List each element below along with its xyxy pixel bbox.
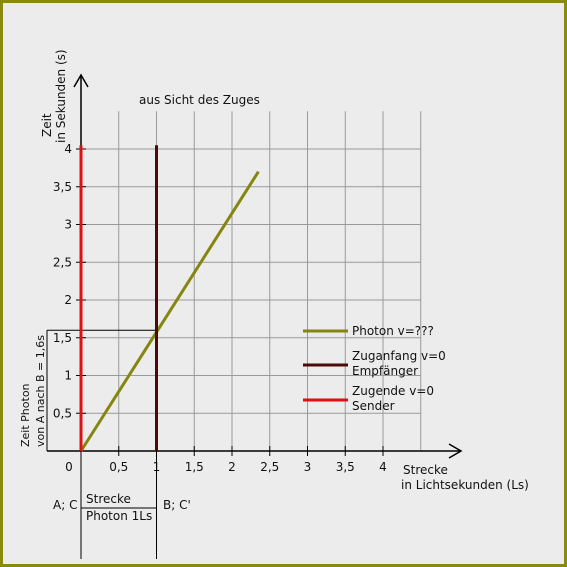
y-tick-label: 2 [64, 293, 72, 307]
x-tick-label: 4 [379, 460, 387, 474]
y-axis-arrow [73, 73, 89, 88]
y-axis-label: Zeitin Sekunden (s) [40, 49, 68, 143]
y-tick-label: 1,5 [53, 331, 72, 345]
ticks: 00,511,522,533,540,511,522,533,54 [53, 142, 387, 474]
series-lines [79, 145, 260, 452]
annotations: Zeit Photon von A nach B = 1,6s A; C B; C' S… [19, 329, 191, 559]
label-b-c: B; C' [163, 498, 191, 512]
series-line [79, 170, 260, 452]
label-strecke: Strecke [86, 492, 131, 506]
y-tick-label: 0,5 [53, 406, 72, 420]
x-tick-label: 3,5 [336, 460, 355, 474]
chart-title: aus Sicht des Zuges [139, 93, 260, 107]
x-tick-label: 0,5 [109, 460, 128, 474]
x-axis-label: Strecke in Lichtsekunden (Ls) [401, 463, 529, 492]
y-tick-label: 2,5 [53, 255, 72, 269]
x-tick-label: 2 [228, 460, 236, 474]
axes [47, 73, 463, 459]
x-tick-label: 2,5 [260, 460, 279, 474]
grid [81, 111, 422, 451]
chart: 00,511,522,533,540,511,522,533,54 Zeit P… [19, 49, 529, 559]
legend: Photon v=??? Zuganfang v=0 Empfänger Zugend… [303, 324, 446, 413]
x-tick-label: 1,5 [185, 460, 204, 474]
label-photon-1ls: Photon 1Ls [86, 509, 152, 523]
y-tick-label: 3,5 [53, 180, 72, 194]
legend-label: Photon v=??? [352, 324, 434, 338]
legend-label: Zugende v=0 Sender [352, 384, 434, 413]
x-tick-label: 3 [304, 460, 312, 474]
y-tick-label: 3 [64, 218, 72, 232]
legend-label: Zuganfang v=0 Empfänger [352, 349, 446, 378]
x-axis-arrow [448, 443, 463, 459]
y-tick-label: 1 [64, 369, 72, 383]
bracket-label: Zeit Photon von A nach B = 1,6s [19, 335, 47, 447]
y-tick-label: 4 [64, 142, 72, 156]
label-a-c: A; C [53, 498, 77, 512]
x-tick-label: 0 [65, 460, 73, 474]
